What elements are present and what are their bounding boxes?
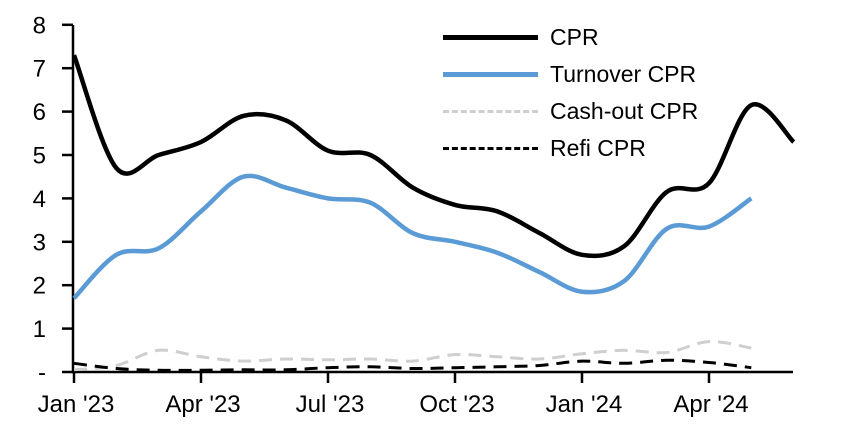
y-axis-label: 7 [33, 56, 46, 83]
series-line-cash-out-cpr [73, 340, 752, 372]
chart-legend: CPR Turnover CPR Cash-out CPR Refi CPR [443, 19, 698, 167]
legend-label-refi-cpr: Refi CPR [550, 135, 646, 161]
x-axis-label: Jan '24 [546, 391, 623, 418]
y-axis-label: 2 [33, 273, 46, 300]
legend-item-cashout-cpr: Cash-out CPR [443, 93, 698, 130]
x-axis-label: Jan '23 [38, 391, 115, 418]
series-line-cpr [71, 54, 796, 259]
legend-label-cpr: CPR [550, 24, 599, 50]
y-axis-label: 4 [33, 186, 46, 213]
y-axis-label: 5 [33, 143, 46, 170]
cashout-cpr-line-sample [443, 110, 538, 113]
refi-cpr-line-sample [443, 147, 538, 150]
x-axis-label: Oct '23 [419, 391, 494, 418]
series-line-turnover-cpr [72, 173, 753, 300]
legend-item-turnover-cpr: Turnover CPR [443, 56, 698, 93]
series-line-refi-cpr [73, 358, 752, 372]
turnover-cpr-line-sample [443, 72, 538, 77]
x-axis-label: Apr '24 [673, 391, 748, 418]
legend-label-cashout-cpr: Cash-out CPR [550, 98, 699, 124]
cpr-line-sample [443, 35, 538, 40]
y-axis-label: 1 [33, 316, 46, 343]
y-axis-label: - [38, 360, 46, 387]
y-axis-label: 8 [33, 12, 46, 39]
y-axis-label: 6 [33, 99, 46, 126]
legend-item-refi-cpr: Refi CPR [443, 130, 698, 167]
x-axis-label: Apr '23 [165, 391, 240, 418]
legend-item-cpr: CPR [443, 19, 698, 56]
x-axis-label: Jul '23 [296, 391, 365, 418]
y-axis-label: 3 [33, 229, 46, 256]
legend-label-turnover-cpr: Turnover CPR [550, 61, 697, 87]
